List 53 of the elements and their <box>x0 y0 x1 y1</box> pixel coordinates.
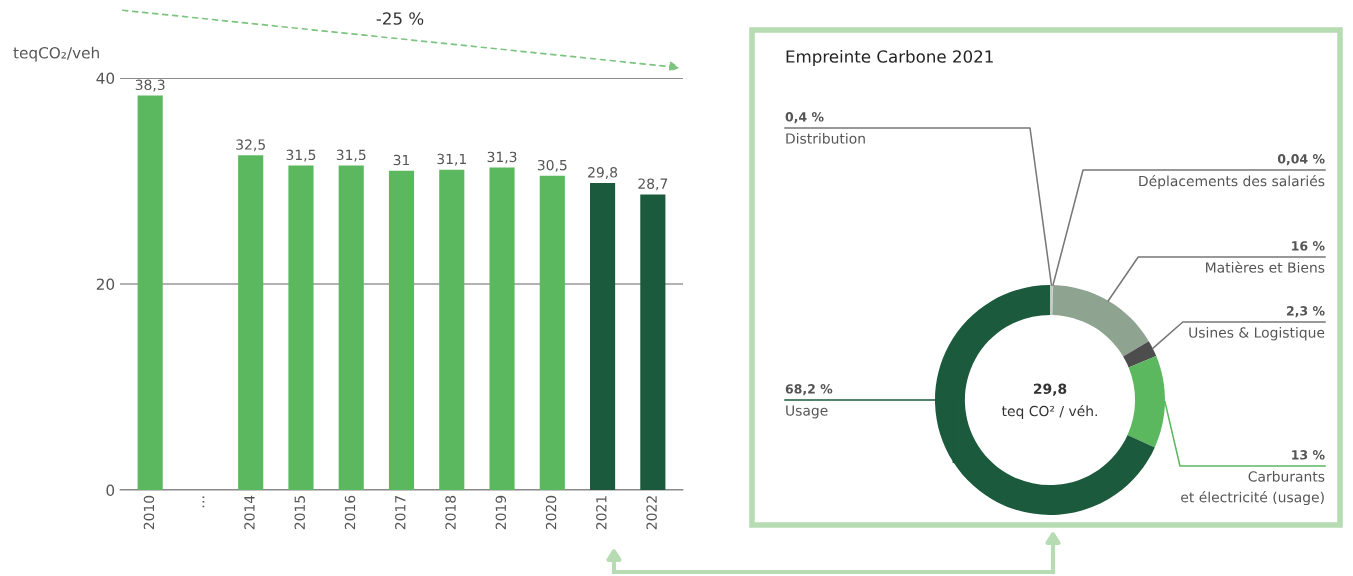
x-tick-label: 2019 <box>495 495 507 530</box>
data-label: 0,4 % <box>785 112 824 124</box>
x-tick-label: 2018 <box>445 495 456 530</box>
slice-label: Matières et Biens <box>1206 261 1325 273</box>
data-label: 31,3 <box>487 151 517 164</box>
data-label: 31,5 <box>286 149 316 162</box>
data-label: 29,8 <box>588 167 618 180</box>
bar <box>489 167 515 490</box>
x-tick-label: 2022 <box>646 496 657 530</box>
data-label: 13 % <box>1292 450 1325 460</box>
x-tick-label: 2014 <box>244 495 255 530</box>
slice-label: Distribution <box>786 133 865 144</box>
slice-label: Déplacements des salariés <box>1139 175 1325 189</box>
y-tick-label: 20 <box>96 278 115 291</box>
bar <box>439 169 465 490</box>
data-label: 16 % <box>1292 241 1325 251</box>
data-label: 0,04 % <box>1277 154 1325 166</box>
x-tick-label: 2010 <box>143 495 155 530</box>
x-tick-label: 2016 <box>344 495 356 530</box>
x-tick-label: 2015 <box>294 496 305 530</box>
bar <box>388 170 415 490</box>
donut-slice <box>1123 341 1157 368</box>
data-label: 38,3 <box>135 79 165 92</box>
bar <box>539 175 565 490</box>
y-axis-title: teqCO₂/veh <box>13 46 99 62</box>
chart-title: Empreinte Carbone 2021 <box>786 49 993 67</box>
bar <box>238 155 264 490</box>
bar <box>338 165 364 490</box>
x-tick-label: 2017 <box>395 496 406 530</box>
data-label: 31,5 <box>336 149 366 162</box>
slice-label: Usines & Logistique <box>1189 327 1325 341</box>
x-tick-label: … <box>202 496 205 508</box>
bar <box>288 165 314 490</box>
data-label: 28,7 <box>638 178 668 191</box>
bar <box>640 194 666 490</box>
data-label: 2,3 % <box>1286 306 1325 318</box>
text: teq CO² / véh. <box>1001 405 1097 419</box>
data-label: 31,1 <box>437 153 466 166</box>
x-tick-label: 2021 <box>596 496 607 530</box>
donut-slice <box>1052 285 1149 357</box>
bar <box>590 183 616 490</box>
x-tick-label: 2020 <box>545 495 557 530</box>
text: -25 % <box>376 12 424 25</box>
data-label: 68,2 % <box>785 384 833 396</box>
y-tick-label: 0 <box>106 484 115 497</box>
y-tick-label: 40 <box>96 72 115 85</box>
slice-label: Usage <box>786 405 828 419</box>
data-label: 30,5 <box>537 159 567 172</box>
bar <box>137 95 163 490</box>
text: 29,8 <box>1033 383 1067 396</box>
data-label: 32,5 <box>236 139 265 152</box>
slice-label: Carburants et électricité (usage) <box>1181 471 1325 506</box>
data-label: 31 <box>393 154 410 166</box>
